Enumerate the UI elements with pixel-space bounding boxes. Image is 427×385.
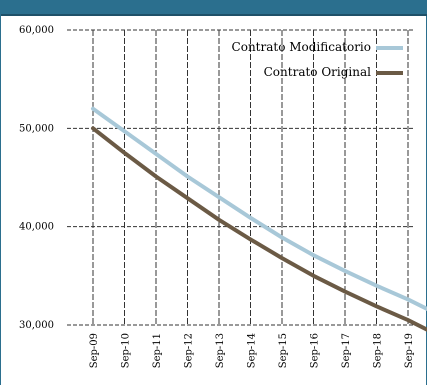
y-tick-label: 40,000 [19,222,54,233]
x-tick-label: Sep-10 [121,333,132,368]
x-tick-label: Sep-18 [373,333,384,368]
x-tick-label: Sep-14 [247,333,258,368]
x-tick-label: Sep-15 [278,333,289,368]
x-tick-label: Sep-16 [310,333,321,368]
y-axis-ticks: 30,000 40,000 50,000 60,000 [19,25,54,331]
series-lines [91,106,427,332]
x-axis-ticks: Sep-09 Sep-10 Sep-11 Sep-12 Sep-13 Sep-14 Sep-… [89,333,415,368]
legend-label: Contrato Modificatorio [232,40,371,54]
y-tick-label: 50,000 [19,123,54,134]
top-bar-border [1,14,427,16]
x-tick-label: Sep-12 [184,333,195,368]
x-tick-label: Sep-09 [89,333,100,368]
series-line-contrato-modificatorio [91,106,427,312]
y-tick-label: 30,000 [19,320,54,331]
x-tick-label: Sep-19 [404,333,415,368]
y-tick-label: 60,000 [19,25,54,36]
x-tick-label: Sep-11 [152,333,163,368]
legend: Contrato Modificatorio Contrato Original [232,40,403,79]
series-line-contrato-original [91,126,427,332]
legend-label: Contrato Original [264,65,372,79]
x-tick-label: Sep-17 [341,333,352,368]
x-tick-label: Sep-13 [215,333,226,368]
top-bar [1,0,427,14]
